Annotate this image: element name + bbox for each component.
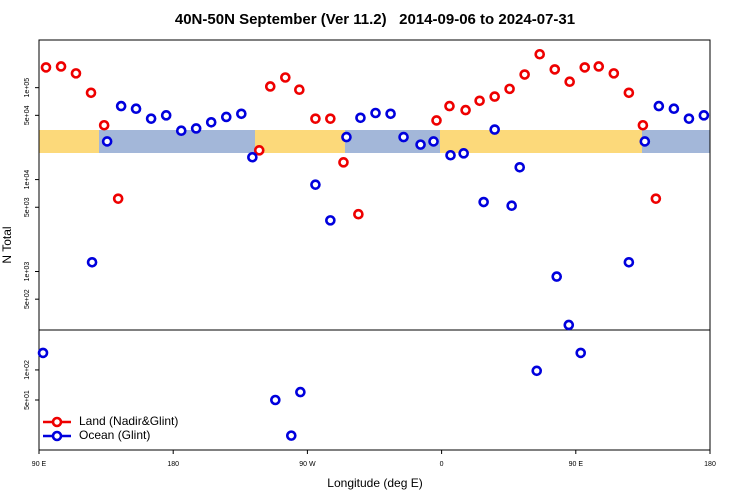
point	[444, 100, 455, 112]
point	[514, 162, 526, 173]
point	[431, 115, 442, 126]
point	[698, 110, 710, 121]
point	[85, 87, 97, 99]
point	[623, 87, 635, 99]
point	[115, 100, 127, 112]
point	[341, 131, 352, 143]
y-tick-label: 1e+04	[24, 170, 31, 190]
x-tick-label: 90 E	[32, 461, 47, 468]
x-tick-label: 90 W	[299, 461, 316, 468]
point	[101, 136, 113, 147]
point	[549, 64, 561, 75]
point	[519, 69, 530, 80]
point	[325, 113, 336, 124]
point	[175, 125, 187, 137]
point	[310, 179, 321, 190]
point	[650, 193, 662, 204]
point	[563, 319, 575, 331]
point	[325, 215, 336, 226]
y-tick-label: 1e+03	[24, 262, 31, 282]
point	[98, 119, 110, 131]
legend-label: Land (Nadir&Glint)	[79, 414, 178, 428]
point	[355, 112, 366, 124]
point	[639, 136, 651, 147]
point	[40, 62, 52, 73]
point	[220, 111, 232, 123]
point	[478, 196, 489, 208]
point	[112, 193, 124, 204]
point	[458, 148, 469, 159]
point	[653, 100, 665, 112]
point	[534, 48, 546, 60]
y-axis-label: N Total	[0, 226, 14, 263]
point	[637, 119, 649, 131]
point	[398, 131, 409, 143]
point	[506, 200, 517, 211]
x-tick-label: 90 E	[569, 461, 584, 468]
point	[285, 430, 297, 441]
point	[270, 394, 281, 406]
point	[428, 136, 439, 147]
legend-marker	[51, 416, 63, 428]
point	[353, 208, 364, 220]
point	[445, 149, 456, 161]
y-tick-label: 5e+02	[24, 289, 31, 309]
panel-frame	[38, 329, 711, 451]
point	[264, 81, 276, 92]
point	[247, 151, 258, 163]
map-band	[39, 130, 710, 153]
point	[236, 108, 247, 120]
point	[37, 347, 49, 359]
point	[55, 61, 67, 72]
point	[385, 108, 396, 120]
legend-label: Ocean (Glint)	[79, 428, 150, 442]
point	[415, 139, 426, 150]
x-axis-label: Longitude (deg E)	[327, 476, 422, 490]
chart-title: 40N-50N September (Ver 11.2) 2014-09-06 …	[175, 11, 575, 28]
x-tick-label: 180	[167, 461, 179, 468]
point	[489, 124, 500, 135]
point	[623, 256, 635, 268]
point	[160, 110, 172, 121]
point	[295, 386, 306, 398]
y-tick-label: 1e+02	[24, 360, 31, 380]
point	[294, 84, 305, 96]
point	[683, 113, 695, 124]
point	[504, 83, 515, 95]
point	[531, 365, 543, 377]
y-tick-label: 5e+03	[24, 197, 31, 217]
point	[370, 107, 381, 119]
point	[668, 103, 680, 115]
y-tick-label: 5e+01	[24, 390, 31, 410]
point	[579, 62, 591, 73]
point	[575, 347, 587, 359]
panel-frame	[38, 39, 711, 331]
y-tick-label: 1e+05	[24, 78, 31, 98]
x-tick-label: 180	[704, 461, 716, 468]
point	[86, 256, 98, 268]
point	[205, 116, 217, 128]
point	[130, 103, 142, 115]
legend-marker	[51, 430, 63, 442]
point	[593, 61, 605, 72]
point	[70, 68, 82, 79]
point	[608, 68, 620, 79]
x-tick-label: 0	[440, 461, 444, 468]
point	[460, 104, 471, 116]
point	[474, 95, 485, 107]
point	[253, 145, 265, 156]
point	[551, 271, 563, 282]
point	[564, 76, 575, 88]
point	[190, 123, 202, 134]
point	[489, 91, 500, 102]
point	[338, 157, 349, 168]
y-tick-label: 5e+04	[24, 105, 31, 125]
point	[145, 113, 157, 124]
point	[310, 113, 321, 124]
point	[280, 72, 291, 83]
